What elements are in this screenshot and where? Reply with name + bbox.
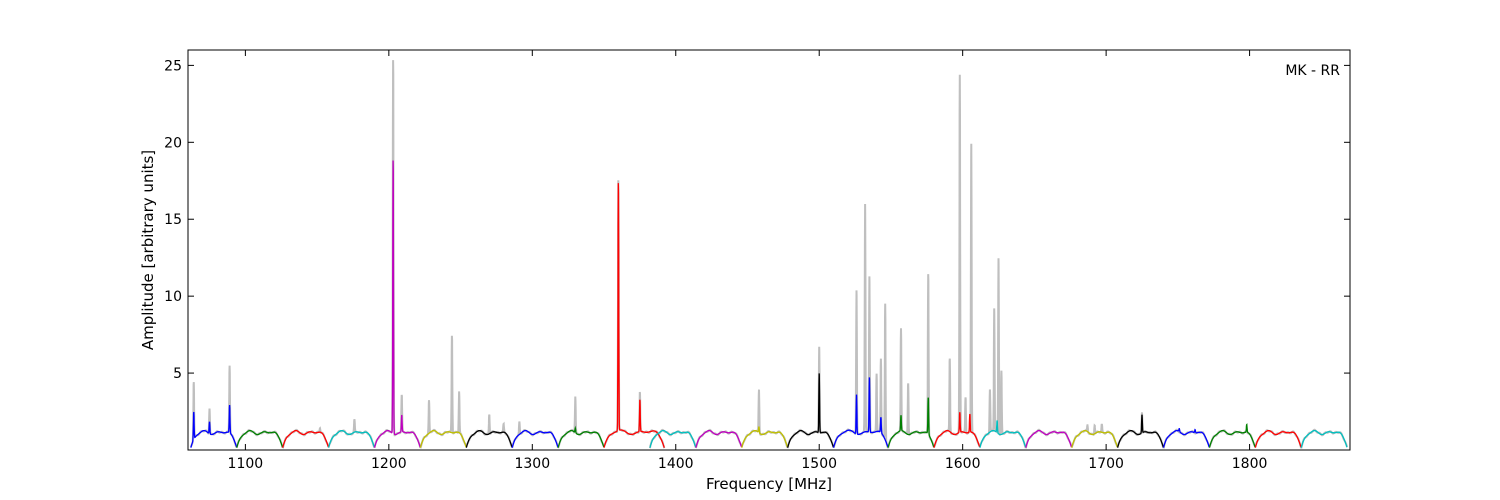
raw-band-10: [603, 180, 666, 449]
x-axis-label: Frequency [MHz]: [706, 475, 832, 493]
band-16-series: [887, 397, 935, 448]
band-23-series: [1208, 423, 1256, 448]
raw-band-18: [978, 258, 1027, 449]
x-tick-label: 1100: [228, 456, 264, 472]
band-25-series: [1300, 429, 1348, 448]
raw-band-17: [933, 74, 981, 448]
band-10-series: [603, 183, 665, 448]
band-6-series: [419, 429, 467, 448]
y-tick-label: 15: [164, 212, 182, 228]
plot-frame: [187, 49, 1351, 451]
y-tick-label: 10: [164, 289, 182, 305]
x-tick-label: 1200: [371, 456, 407, 472]
raw-spectrum-layer: [189, 60, 1348, 449]
band-15-series: [832, 377, 889, 448]
raw-band-5: [373, 60, 422, 449]
y-tick-label: 5: [173, 366, 182, 382]
x-tick-label: 1300: [514, 456, 550, 472]
raw-band-3: [281, 426, 330, 449]
band-14-series: [786, 373, 835, 448]
band-9-series: [557, 425, 605, 448]
band-4-series: [327, 429, 376, 448]
baseline-annotation: MK - RR: [1285, 63, 1340, 79]
band-1-series: [190, 404, 238, 448]
band-2-series: [236, 429, 284, 448]
y-tick-label: 25: [164, 58, 182, 74]
band-11-series: [649, 429, 697, 448]
raw-band-21: [1116, 412, 1165, 449]
band-5-series: [373, 160, 421, 448]
band-7-series: [465, 429, 513, 448]
tick-layer: 1100 1200 1300 1400 1500 1600 1700 1800 5 10 15 20 2…: [164, 50, 1350, 472]
raw-band-6: [419, 335, 468, 449]
x-tick-label: 1500: [801, 456, 837, 472]
x-tick-label: 1700: [1088, 456, 1124, 472]
band-17-series: [933, 412, 981, 448]
x-tick-label: 1400: [658, 456, 694, 472]
raw-band-16: [887, 274, 935, 449]
raw-band-20: [1070, 423, 1119, 448]
y-axis-label: Amplitude [arbitrary units]: [139, 150, 157, 350]
band-24-series: [1254, 429, 1302, 448]
raw-band-9: [557, 396, 605, 449]
x-tick-label: 1600: [945, 456, 981, 472]
band-20-series: [1071, 429, 1119, 448]
band-18-series: [979, 420, 1027, 448]
raw-band-15: [832, 203, 889, 449]
x-tick-label: 1800: [1232, 456, 1268, 472]
raw-band-13: [740, 389, 789, 449]
band-8-series: [511, 429, 559, 448]
band-19-series: [1025, 429, 1073, 448]
calibrated-bands-layer: [190, 160, 1348, 448]
band-12-series: [695, 429, 743, 448]
band-22-series: [1162, 427, 1210, 448]
raw-band-7: [465, 414, 513, 449]
band-3-series: [282, 429, 330, 448]
y-tick-label: 20: [164, 135, 182, 151]
band-13-series: [741, 426, 789, 448]
band-21-series: [1116, 414, 1165, 448]
